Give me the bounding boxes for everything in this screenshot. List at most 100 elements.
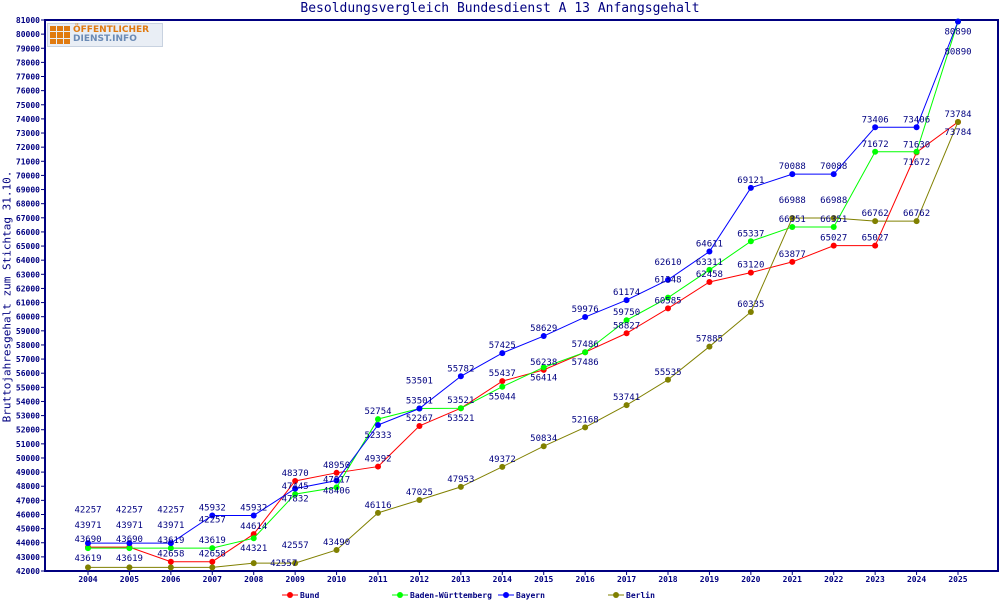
legend-label: Bund: [300, 591, 319, 600]
y-tick-label: 70000: [16, 171, 40, 180]
data-label: 69121: [737, 176, 764, 186]
data-point: [789, 258, 796, 265]
data-label: 53741: [613, 393, 640, 403]
data-point: [913, 124, 920, 131]
data-point: [250, 512, 257, 519]
y-tick-label: 76000: [16, 87, 40, 96]
data-label: 43619: [157, 536, 184, 546]
y-tick-label: 52000: [16, 426, 40, 435]
data-point: [375, 463, 381, 470]
legend-label: Baden-Württemberg: [410, 591, 492, 600]
data-label: 49392: [364, 455, 391, 465]
y-tick-label: 65000: [16, 242, 40, 251]
data-label: 53521: [447, 396, 474, 406]
data-label: 45932: [199, 503, 226, 513]
data-point: [416, 497, 423, 504]
y-tick-label: 62000: [16, 284, 40, 293]
data-point: [126, 545, 133, 552]
y-tick-label: 44000: [16, 539, 40, 548]
data-label: 48406: [323, 486, 350, 496]
data-point: [250, 535, 257, 542]
data-label: 48950: [323, 461, 350, 471]
data-point: [540, 364, 547, 371]
data-label: 49372: [489, 455, 516, 465]
data-point: [416, 422, 423, 429]
data-point: [499, 383, 506, 390]
y-tick-label: 64000: [16, 256, 40, 265]
y-tick-label: 46000: [16, 510, 40, 519]
data-label: 66988: [820, 196, 847, 206]
data-point: [209, 545, 216, 552]
data-point: [872, 124, 879, 131]
y-tick-label: 67000: [16, 214, 40, 223]
data-point: [499, 463, 506, 470]
data-point: [872, 218, 879, 225]
data-label: 73784: [944, 128, 971, 138]
legend-swatch-marker: [613, 592, 619, 598]
data-point: [85, 564, 91, 571]
data-label: 80890: [944, 48, 971, 58]
data-point: [209, 512, 216, 519]
data-label: 47445: [282, 482, 309, 492]
y-tick-label: 68000: [16, 200, 40, 209]
data-point: [913, 148, 920, 155]
data-label: 43619: [199, 536, 226, 546]
data-label: 43971: [157, 521, 184, 531]
data-label: 52754: [364, 407, 391, 417]
logo: ÖFFENTLICHER DIENST.INFO: [47, 23, 163, 47]
data-point: [747, 238, 754, 245]
y-tick-label: 77000: [16, 73, 40, 82]
data-point: [747, 184, 754, 191]
data-label: 55535: [654, 368, 681, 378]
data-label: 62610: [654, 258, 681, 268]
data-point: [872, 242, 879, 249]
y-tick-label: 71000: [16, 157, 40, 166]
data-point: [747, 269, 754, 276]
y-tick-label: 66000: [16, 228, 40, 237]
data-label: 43619: [74, 554, 101, 564]
series-line-2: [88, 21, 959, 544]
x-tick-label: 2011: [368, 575, 387, 584]
data-label: 55437: [489, 369, 516, 379]
data-label: 47025: [406, 488, 433, 498]
data-point: [582, 424, 589, 431]
plot-frame: [44, 19, 999, 572]
data-point: [333, 469, 340, 476]
data-point: [582, 314, 589, 321]
series-line-1: [88, 21, 959, 549]
data-label: 57425: [489, 341, 516, 351]
data-point: [292, 491, 299, 498]
x-tick-label: 2025: [948, 575, 967, 584]
data-label: 64611: [696, 240, 723, 250]
data-point: [499, 378, 506, 385]
data-point: [499, 350, 506, 357]
data-label: 42257: [157, 505, 184, 515]
data-label: 63877: [779, 250, 806, 260]
x-tick-label: 2012: [410, 575, 429, 584]
data-label: 57486: [572, 340, 599, 350]
data-point: [292, 485, 299, 492]
data-point: [830, 242, 837, 249]
series-line-0: [88, 121, 959, 563]
y-tick-label: 51000: [16, 440, 40, 449]
data-point: [830, 223, 837, 230]
logo-line2: DIENST.INFO: [73, 34, 137, 44]
legend-swatch-marker: [503, 592, 509, 598]
y-tick-label: 79000: [16, 44, 40, 53]
y-tick-label: 80000: [16, 30, 40, 39]
data-label: 43971: [116, 521, 143, 531]
legend-swatch-marker: [287, 592, 293, 598]
data-point: [167, 540, 174, 547]
x-tick-label: 2021: [783, 575, 802, 584]
data-label: 60585: [654, 296, 681, 306]
x-tick-label: 2013: [451, 575, 470, 584]
data-point: [789, 223, 796, 230]
data-label: 53501: [406, 377, 433, 387]
data-label: 42257: [74, 505, 101, 515]
x-tick-label: 2018: [658, 575, 677, 584]
data-label: 65027: [820, 234, 847, 244]
data-label: 66762: [862, 209, 889, 219]
data-label: 56238: [530, 358, 557, 368]
x-tick-label: 2008: [244, 575, 263, 584]
y-tick-label: 56000: [16, 369, 40, 378]
